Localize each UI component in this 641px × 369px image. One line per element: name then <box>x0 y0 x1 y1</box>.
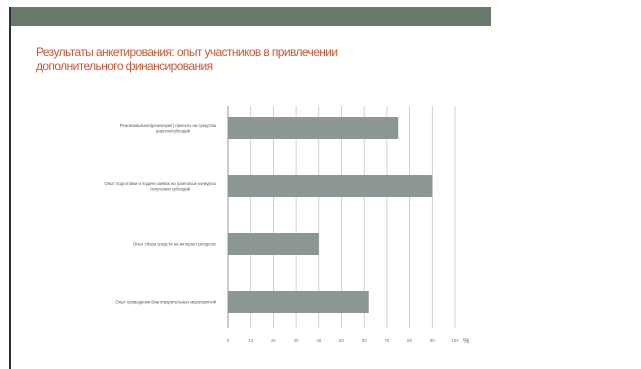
x-tick-label-60: 60 <box>362 338 367 343</box>
header-bar <box>10 7 491 26</box>
slide-title-line-1: Результаты анкетирования: опыт участнико… <box>36 45 338 59</box>
x-tick-label-40: 40 <box>316 338 321 343</box>
x-tick-label-100: 100 <box>451 338 459 343</box>
left-border-line <box>9 7 11 369</box>
bar-1 <box>228 117 399 139</box>
x-tick-label-20: 20 <box>271 338 276 343</box>
bar-4 <box>228 291 369 313</box>
x-tick-label-70: 70 <box>384 338 389 343</box>
category-label-2-line-1: Опыт подготовки и подачи заявок на грант… <box>105 181 217 186</box>
slide-title-line-2: дополнительного финансирования <box>36 59 213 73</box>
x-tick-label-90: 90 <box>430 338 435 343</box>
category-label-3: Опыт сбора средств на интернет ресурсах <box>133 242 217 247</box>
slide-title: Результаты анкетирования: опыт участнико… <box>36 45 476 73</box>
x-tick-label-10: 10 <box>248 338 253 343</box>
bar-3 <box>228 233 319 255</box>
x-tick-label-0: 0 <box>227 338 230 343</box>
category-label-2-line-2: получения субсидий <box>150 186 190 191</box>
category-label-1-line-2: грантов/субсидий <box>156 128 191 133</box>
x-tick-label-30: 30 <box>294 338 299 343</box>
x-tick-label-50: 50 <box>339 338 344 343</box>
category-label-4: Опыт проведения благотворительных меропр… <box>116 300 217 305</box>
x-axis-unit-label: % <box>463 338 469 345</box>
bar-2 <box>228 175 433 197</box>
x-tick-label-80: 80 <box>407 338 412 343</box>
category-label-1-line-1: Реализовывали(реализуют) проекты на сред… <box>120 123 217 128</box>
